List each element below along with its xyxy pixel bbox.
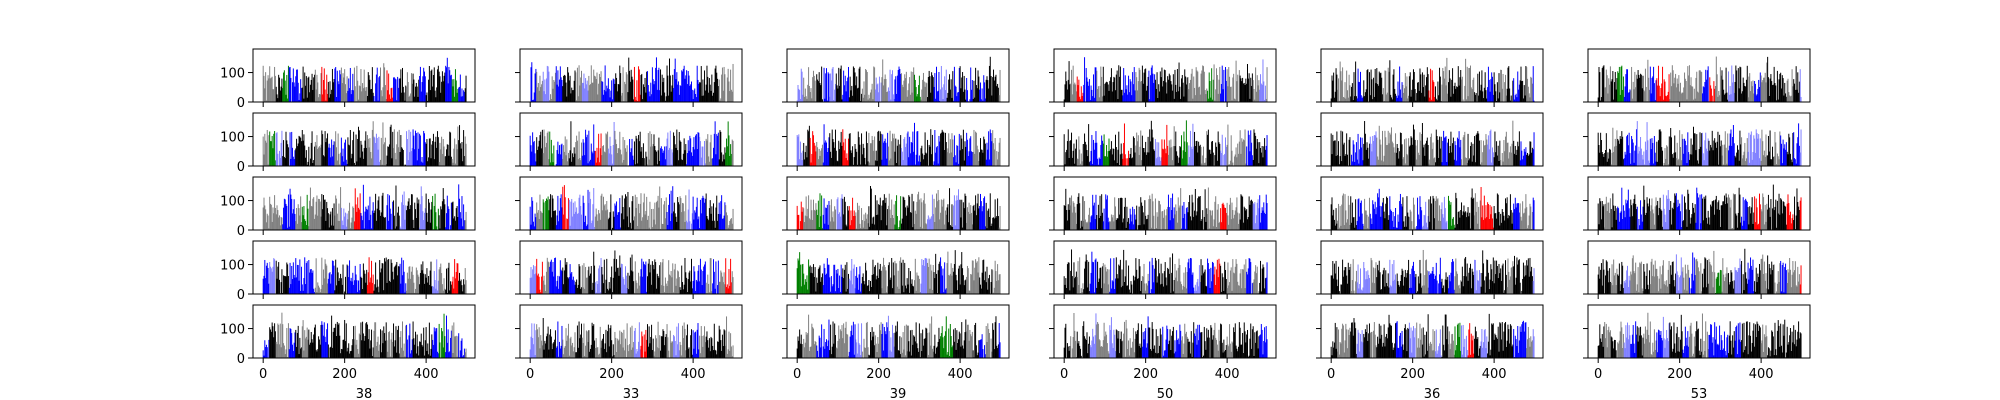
panel-r2-c5 <box>1316 112 1544 171</box>
panel-frame <box>1053 48 1277 103</box>
y-tick-label: 0 <box>237 96 245 111</box>
panel-r3-c1: 0 100 <box>220 176 476 239</box>
panel-r2-c4 <box>1049 112 1277 171</box>
panel-frame <box>1320 48 1544 103</box>
panel-frame <box>252 112 476 167</box>
panel-frame <box>1053 112 1277 167</box>
y-tick-label: 100 <box>220 195 245 210</box>
panel-frame <box>1320 112 1544 167</box>
y-tick-label: 0 <box>237 224 245 239</box>
panel-frame <box>786 48 1010 103</box>
panel-r2-c3 <box>782 112 1010 171</box>
panel-frame <box>786 176 1010 231</box>
panel-frame <box>252 240 476 295</box>
panel-r4-c2 <box>515 240 743 299</box>
panel-r2-c6 <box>1583 112 1811 171</box>
panel-r1-c2 <box>515 48 743 107</box>
panel-r1-c6 <box>1583 48 1811 107</box>
panel-r4-c1: 0 100 <box>220 240 476 303</box>
panel-frame <box>786 112 1010 167</box>
panel-r3-c4 <box>1049 176 1277 235</box>
panel-frame <box>252 48 476 103</box>
panel-frame <box>1053 176 1277 231</box>
panel-r1-c3 <box>782 48 1010 107</box>
panel-frame <box>1587 176 1811 231</box>
panel-frame <box>519 48 743 103</box>
panel-r2-c2 <box>515 112 743 171</box>
panel-r3-c5 <box>1316 176 1544 235</box>
panel-frame <box>1587 48 1811 103</box>
y-tick-label: 100 <box>220 131 245 146</box>
panel-frame <box>1320 176 1544 231</box>
panel-r2-c1: 0 100 <box>220 112 476 175</box>
panel-r1-c4 <box>1049 48 1277 107</box>
y-tick-label: 0 <box>237 160 245 175</box>
panel-frame <box>519 112 743 167</box>
panel-r3-c3 <box>782 176 1010 235</box>
panel-r1-c5 <box>1316 48 1544 107</box>
y-tick-label: 0 <box>237 288 245 303</box>
panel-r1-c1: 0 100 <box>220 48 476 111</box>
panel-r3-c2 <box>515 176 743 235</box>
y-tick-label: 100 <box>220 67 245 82</box>
panel-frame <box>519 176 743 231</box>
panel-frame <box>1587 112 1811 167</box>
y-tick-label: 100 <box>220 259 245 274</box>
panel-frame <box>252 176 476 231</box>
panel-r3-c6 <box>1583 176 1811 235</box>
